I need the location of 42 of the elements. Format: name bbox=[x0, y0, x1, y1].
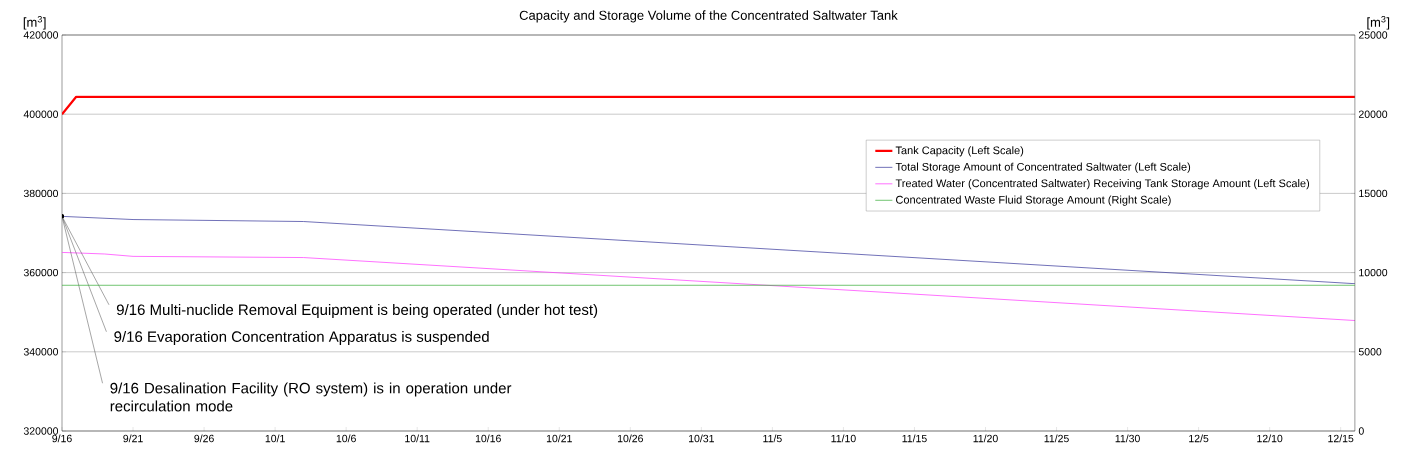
x-tick-label: 10/16 bbox=[475, 434, 501, 443]
x-tick-label: 12/5 bbox=[1189, 434, 1209, 443]
y2-tick-label: 15000 bbox=[1359, 189, 1388, 198]
x-tick-label: 10/11 bbox=[405, 434, 430, 443]
x-tick-label: 11/5 bbox=[763, 434, 782, 443]
legend-label: Concentrated Waste Fluid Storage Amount (Right Scale) bbox=[896, 195, 1171, 206]
x-tick-label: 9/26 bbox=[194, 434, 214, 443]
y-tick-label: 380000 bbox=[23, 189, 59, 198]
x-tick-label: 11/15 bbox=[902, 434, 927, 443]
x-tick-label: 9/16 bbox=[52, 434, 72, 443]
y2-tick-label: 10000 bbox=[1359, 268, 1388, 277]
x-tick-label: 10/21 bbox=[546, 434, 572, 443]
x-tick-label: 11/20 bbox=[973, 434, 998, 443]
x-tick-label: 11/25 bbox=[1044, 434, 1069, 443]
y-tick-label: 320000 bbox=[23, 427, 59, 435]
x-tick-label: 12/15 bbox=[1328, 434, 1354, 443]
y-axis-title: [m$^{3}$] bbox=[23, 16, 46, 30]
y-tick-label: 340000 bbox=[23, 348, 59, 356]
y-tick-label: 360000 bbox=[23, 268, 59, 277]
x-tick-label: 11/10 bbox=[831, 434, 856, 443]
x-tick-label: 9/21 bbox=[123, 434, 143, 443]
chart-title: Capacity and Storage Volume of the Concentrated Saltwater Tank bbox=[519, 10, 898, 23]
y-tick-label: 400000 bbox=[23, 110, 59, 118]
legend-label: Total Storage Amount of Concentrated Saltwater (Left Scale) bbox=[895, 162, 1191, 173]
y2-tick-label: 25000 bbox=[1358, 31, 1388, 39]
x-tick-label: 12/10 bbox=[1257, 434, 1283, 443]
legend-label: Tank Capacity (Left Scale) bbox=[895, 146, 1024, 157]
y2-tick-label: 5000 bbox=[1358, 348, 1382, 356]
x-tick-label: 10/6 bbox=[336, 434, 356, 443]
x-tick-label: 10/1 bbox=[265, 434, 285, 443]
x-tick-label: 10/31 bbox=[689, 434, 714, 443]
x-tick-label: 10/26 bbox=[617, 434, 643, 443]
annotation: 9/16 Evaporation Concentration Apparatus is suspended bbox=[114, 330, 489, 345]
y-tick-label: 420000 bbox=[23, 31, 59, 39]
annotation: 9/16 Multi-nuclide Removal Equipment is being operated (under hot test) bbox=[116, 304, 598, 318]
y2-tick-label: 0 bbox=[1358, 427, 1364, 435]
annotation: 9/16 Desalination Facility (RO system) is in operation under recirculation mode bbox=[110, 382, 512, 412]
legend-label: Treated Water (Concentrated Saltwater) Receiving Tank Storage Amount (Left Scale) bbox=[895, 179, 1310, 190]
x-tick-label: 11/30 bbox=[1115, 434, 1140, 443]
line-series bbox=[62, 252, 1355, 321]
y2-tick-label: 20000 bbox=[1358, 110, 1388, 118]
y2-axis-title: [m$^{3}$] bbox=[1367, 16, 1390, 30]
